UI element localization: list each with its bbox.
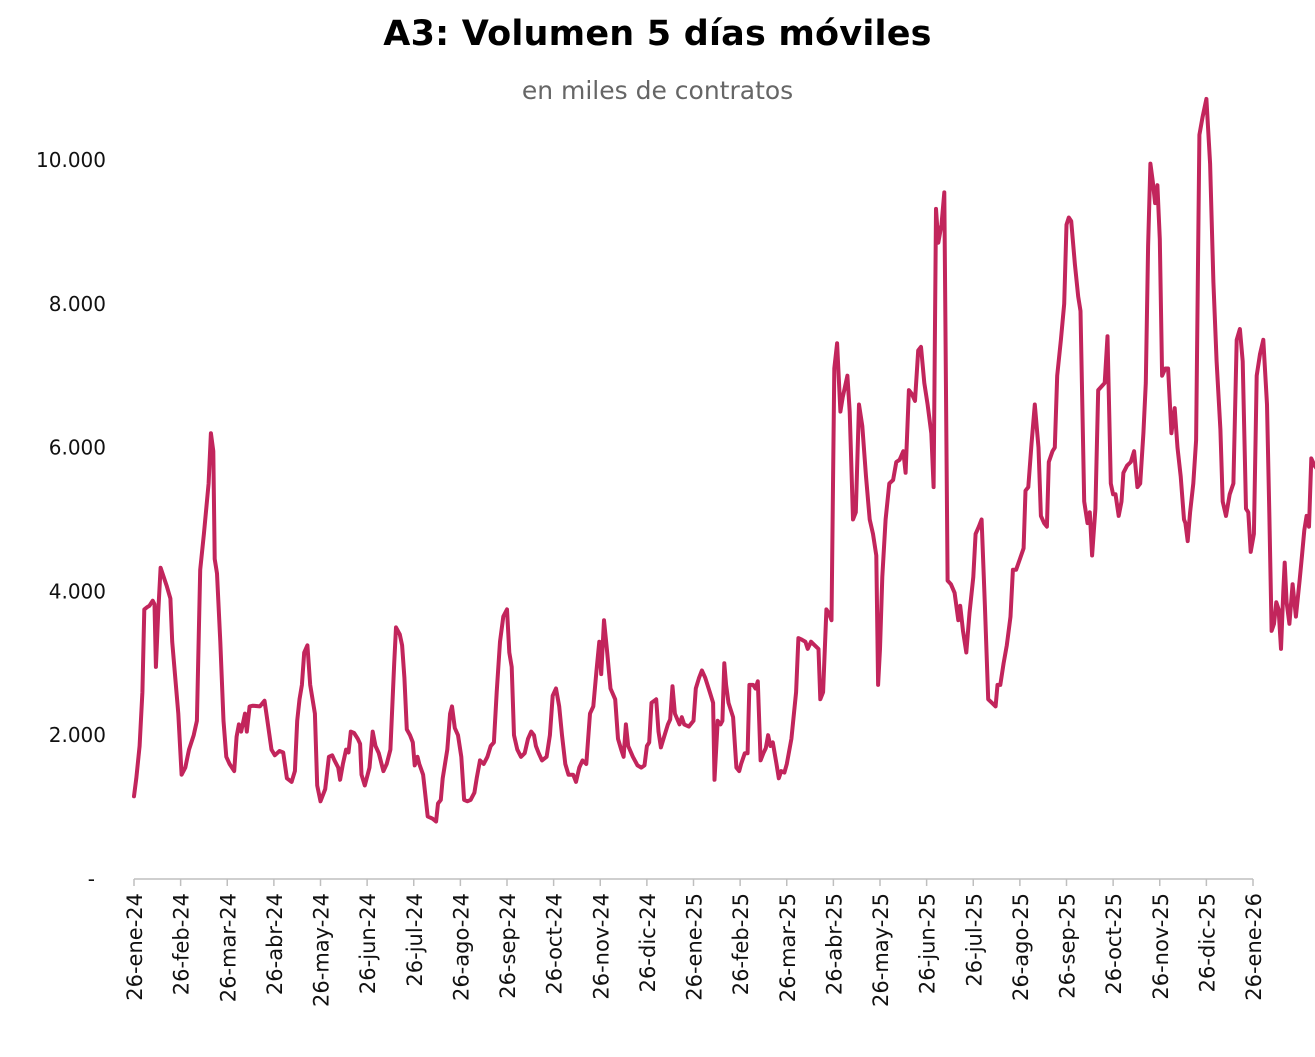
x-tick-label: 26-ago-25 — [1009, 893, 1033, 1001]
x-tick-label: 26-jun-24 — [356, 893, 380, 994]
x-tick-label: 26-nov-24 — [589, 893, 613, 1000]
y-tick-label-8000: 8.000 — [49, 292, 106, 316]
y-tick-label-0: - — [88, 867, 95, 891]
chart-title: A3: Volumen 5 días móviles — [383, 14, 932, 54]
series-line-0 — [132, 96, 1315, 824]
x-tick-label: 26-mar-25 — [776, 893, 800, 1002]
x-tick-label: 26-may-25 — [869, 893, 893, 1007]
x-tick-label: 26-oct-24 — [543, 893, 567, 995]
x-tick-label: 26-ene-24 — [123, 893, 147, 1001]
x-tick-label: 26-abr-25 — [822, 893, 846, 995]
y-tick-label-10000: 10.000 — [36, 148, 106, 172]
x-tick-label: 26-ene-25 — [683, 893, 707, 1001]
x-tick-label: 26-sep-24 — [496, 893, 520, 999]
x-tick-label: 26-feb-24 — [170, 893, 194, 995]
y-tick-label-6000: 6.000 — [49, 436, 106, 460]
x-tick-label: 26-dic-24 — [636, 893, 660, 992]
chart-subtitle: en miles de contratos — [521, 76, 794, 105]
x-tick-label: 26-mar-24 — [216, 893, 240, 1002]
x-tick-label: 26-ene-26 — [1242, 893, 1266, 1001]
series-group — [132, 96, 1315, 824]
x-tick-label: 26-may-24 — [310, 893, 334, 1007]
x-tick-label: 26-dic-25 — [1195, 893, 1219, 992]
x-tick-label: 26-ago-24 — [449, 893, 473, 1001]
x-axis-ticks: 26-ene-24 26-feb-24 26-mar-24 26-abr-24 26-m… — [123, 879, 1266, 1007]
x-tick-label: 26-oct-25 — [1102, 893, 1126, 995]
y-tick-label-2000: 2.000 — [49, 723, 106, 747]
x-tick-label: 26-jun-25 — [916, 893, 940, 994]
x-tick-label: 26-jul-24 — [403, 893, 427, 987]
y-tick-label-4000: 4.000 — [49, 579, 106, 603]
x-tick-label: 26-feb-25 — [729, 893, 753, 995]
y-axis-ticks: - 2.000 4.000 6.000 8.000 10.000 — [36, 148, 106, 891]
x-tick-label: 26-jul-25 — [962, 893, 986, 987]
x-tick-label: 26-nov-25 — [1149, 893, 1173, 1000]
x-tick-label: 26-abr-24 — [263, 893, 287, 995]
x-tick-label: 26-sep-25 — [1056, 893, 1080, 999]
